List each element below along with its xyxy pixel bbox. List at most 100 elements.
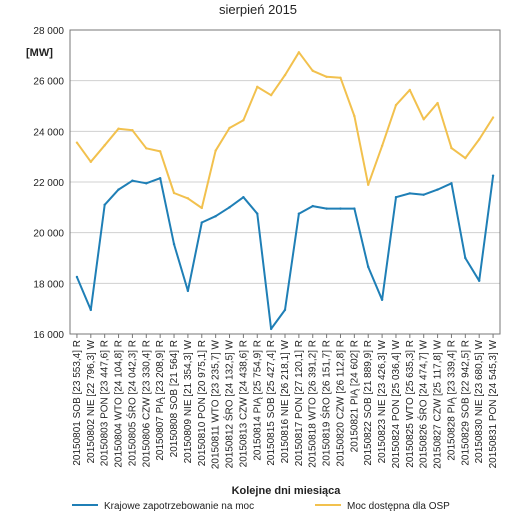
data-point [325, 75, 328, 79]
data-point [380, 298, 384, 301]
data-point [339, 207, 342, 210]
data-point [339, 76, 342, 80]
data-point [283, 73, 287, 77]
data-point [103, 203, 106, 206]
y-tick-label: 20 000 [33, 229, 64, 240]
x-tick-label: 20150810 PON [20 975,1] R [197, 340, 208, 466]
x-tick-label: 20150822 SOB [21 889,9] R [363, 340, 374, 466]
x-tick-label: 20150827 CZW [25 117,8] W [433, 339, 444, 468]
x-tick-label: 20150816 NIE [26 218,1] W [280, 339, 291, 463]
data-point [172, 242, 176, 246]
data-point [158, 177, 162, 180]
data-point [408, 88, 412, 92]
data-point [242, 196, 245, 199]
x-tick-label: 20150824 PON [25 036,4] W [391, 339, 402, 468]
x-tick-label: 20150808 SOB [21 564] R [169, 340, 180, 457]
x-tick-label: 20150821 PIĄ [24 602] R [349, 340, 360, 452]
data-point [145, 147, 148, 150]
data-point [242, 119, 245, 122]
x-tick-label: 20150807 PIĄ [23 208,9] R [155, 340, 166, 461]
x-tick-label: 20150804 WTO [24 104,8] R [114, 340, 125, 468]
data-point [297, 51, 301, 54]
data-point [131, 179, 134, 182]
x-tick-label: 20150818 WTO [26 391,2] R [308, 340, 319, 468]
data-point [436, 101, 439, 105]
x-tick-label: 20150815 SOB [25 427,4] R [266, 340, 277, 466]
data-point [103, 144, 106, 147]
data-point [353, 207, 356, 210]
data-point [408, 192, 412, 195]
data-point [353, 114, 356, 118]
data-point [450, 146, 453, 150]
data-point [422, 193, 425, 196]
legend-label-available: Moc dostępna dla OSP [347, 501, 450, 512]
data-point [311, 204, 314, 208]
x-axis-ticks: 20150801 SOB [23 553,4] R 20150802 NIE [2… [72, 334, 499, 469]
data-point [422, 118, 425, 121]
data-point [75, 275, 79, 279]
data-point [477, 138, 481, 141]
data-point [186, 289, 190, 293]
x-tick-label: 20150820 CZW [26 112,8] R [335, 340, 346, 467]
data-point [214, 215, 217, 218]
y-tick-label: 16 000 [33, 330, 64, 341]
data-point [394, 196, 398, 199]
y-tick-label: 18 000 [33, 279, 64, 290]
x-tick-label: 20150830 NIE [23 680,5] W [474, 339, 485, 463]
data-point [464, 156, 467, 160]
data-point [283, 308, 287, 312]
data-point [311, 69, 314, 72]
x-tick-label: 20150829 SOB [22 942,5] R [460, 340, 471, 466]
x-tick-label: 20150826 ŚRO [24 474,7] W [417, 339, 430, 468]
data-point [325, 207, 328, 210]
x-tick-label: 20150813 CZW [24 438,6] R [238, 340, 249, 467]
series-lines [75, 51, 495, 331]
legend: Krajowe zapotrzebowanie na moc Moc dostę… [72, 501, 450, 512]
data-point [186, 197, 190, 200]
x-tick-label: 20150803 PON [23 447,6] R [100, 340, 111, 466]
data-point [380, 144, 384, 148]
x-tick-label: 20150812 ŚRO [24 132,5] W [223, 339, 236, 468]
data-point [158, 150, 162, 153]
y-tick-label: 24 000 [33, 127, 64, 138]
y-axis-ticks: 16 000 18 000 20 000 22 000 24 000 26 000 28 0… [33, 26, 64, 341]
data-point [228, 206, 231, 209]
series-line-demand [75, 175, 495, 330]
x-axis-title: Kolejne dni miesiąca [232, 485, 342, 497]
data-point [464, 256, 467, 260]
data-point [367, 265, 370, 269]
x-tick-label: 20150825 WTO [25 635,3] R [405, 340, 416, 468]
data-point [367, 183, 370, 186]
x-tick-label: 20150828 PIĄ [23 339,4] R [446, 340, 457, 461]
data-point [131, 129, 134, 132]
data-point [200, 206, 203, 210]
data-point [214, 149, 217, 152]
x-tick-label: 20150823 NIE [23 426,3] W [377, 339, 388, 463]
x-tick-label: 20150801 SOB [23 553,4] R [72, 340, 83, 466]
y-tick-label: 26 000 [33, 77, 64, 88]
data-point [117, 188, 120, 191]
data-point [89, 308, 93, 312]
x-tick-label: 20150802 NIE [22 796,3] W [86, 339, 97, 463]
x-tick-label: 20150811 WTO [23 235,7] W [211, 339, 222, 469]
x-tick-label: 20150805 ŚRO [24 042,3] R [125, 340, 138, 466]
data-point [491, 116, 495, 119]
data-point [145, 182, 148, 185]
x-tick-label: 20150809 NIE [21 354,3] W [183, 339, 194, 463]
data-point [256, 212, 259, 215]
data-point [228, 126, 231, 130]
data-point [172, 191, 176, 195]
y-tick-label: 28 000 [33, 26, 64, 37]
x-tick-label: 20150806 CZW [23 330,4] R [141, 340, 152, 467]
x-tick-label: 20150819 ŚRO [26 151,7] R [320, 340, 333, 466]
data-point [477, 279, 481, 282]
data-point [200, 221, 203, 224]
legend-label-demand: Krajowe zapotrzebowanie na moc [104, 501, 254, 512]
data-point [450, 182, 453, 185]
data-point [117, 127, 120, 130]
y-axis-unit-label: [MW] [26, 47, 53, 59]
data-point [89, 160, 93, 164]
data-point [436, 188, 439, 191]
x-tick-label: 20150817 PON [27 120,1] R [294, 340, 305, 466]
